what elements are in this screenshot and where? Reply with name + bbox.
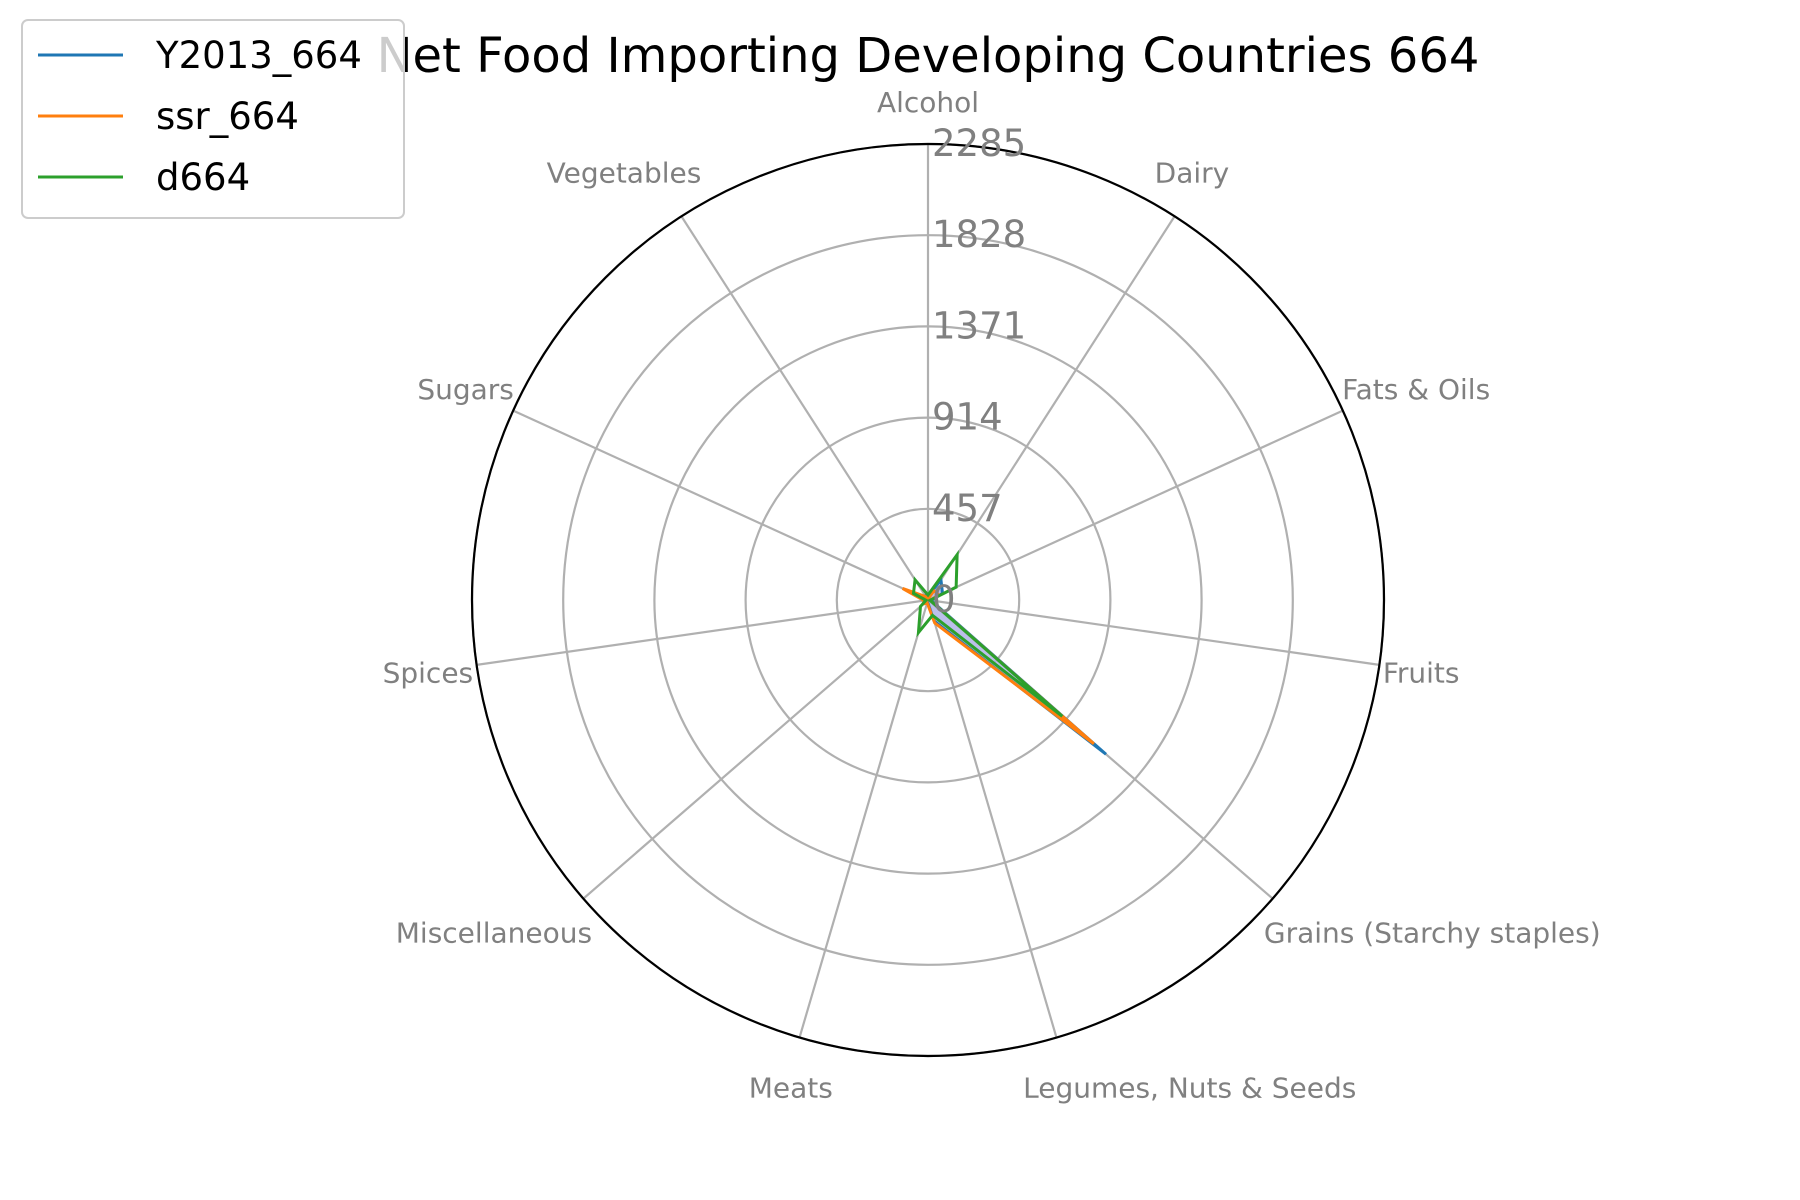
radial-tick-label: 457	[932, 487, 1003, 530]
grid-spoke	[582, 599, 929, 900]
category-label: Grains (Starchy staples)	[1264, 917, 1601, 950]
radial-tick-label: 1828	[932, 213, 1026, 256]
series-line-ssr-664	[901, 586, 1095, 745]
chart-title: Net Food Importing Developing Countries …	[377, 28, 1480, 84]
category-label: Legumes, Nuts & Seeds	[1023, 1071, 1356, 1104]
grid-spoke	[680, 215, 929, 601]
legend-frame	[21, 19, 405, 219]
radial-tick-labels: 0 457 914 1371 1828 2285	[932, 122, 1026, 621]
radial-tick-label: 914	[932, 396, 1003, 439]
category-label: Spices	[383, 656, 474, 689]
grid-spoke	[798, 599, 930, 1038]
legend: Y2013_664 ssr_664 d664	[21, 19, 405, 219]
legend-label: Y2013_664	[155, 34, 362, 77]
series-line-d664	[911, 549, 1064, 718]
grid-spoke	[512, 409, 929, 602]
category-label: Vegetables	[547, 157, 702, 190]
radar-series	[901, 549, 1107, 756]
grid-spoke	[927, 409, 1344, 602]
category-label: Dairy	[1155, 157, 1230, 190]
radial-tick-label: 2285	[932, 122, 1026, 165]
grid-spoke	[927, 598, 1380, 666]
category-label: Meats	[749, 1071, 833, 1104]
category-label: Sugars	[417, 373, 514, 406]
radial-tick-label: 1371	[932, 304, 1026, 347]
category-label: Fruits	[1383, 656, 1460, 689]
category-label: Alcohol	[877, 86, 979, 119]
radial-tick-label: 0	[932, 578, 956, 621]
grid-spoke	[927, 215, 1176, 601]
grid-spoke	[476, 598, 929, 666]
legend-label: d664	[156, 156, 250, 199]
grid-spoke	[926, 599, 1058, 1038]
category-label: Miscellaneous	[396, 917, 592, 950]
category-label: Fats & Oils	[1342, 373, 1490, 406]
polar-frame	[470, 142, 1386, 1058]
category-labels: Alcohol Dairy Fats & Oils Fruits Grains (Sta…	[383, 86, 1601, 1104]
legend-label: ssr_664	[156, 95, 299, 138]
